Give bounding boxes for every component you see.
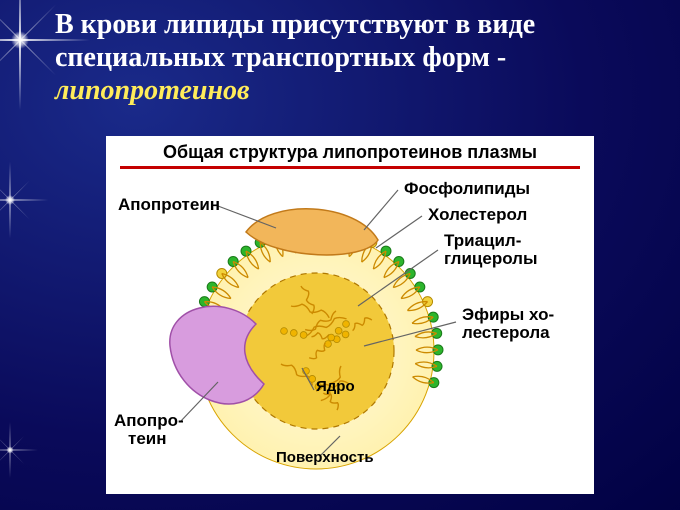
slide-title: В крови липиды присутствуют в виде специ… bbox=[55, 8, 655, 107]
label-triacyl2: глицеролы bbox=[444, 250, 537, 268]
label-phospholipids: Фосфолипиды bbox=[404, 180, 530, 198]
label-apoprotein-bot1: Апопро- bbox=[114, 412, 184, 430]
label-esters1: Эфиры хо- bbox=[462, 306, 554, 324]
label-core: Ядро bbox=[316, 379, 355, 395]
label-surface: Поверхность bbox=[276, 450, 374, 466]
title-line1: В крови липиды присутствуют в виде bbox=[55, 9, 535, 40]
diagram-panel: Общая структура липопротеинов плазмы Апо… bbox=[106, 136, 594, 494]
title-highlight: липопротеинов bbox=[55, 75, 250, 106]
label-apoprotein-top: Апопротеин bbox=[118, 196, 220, 214]
label-triacyl1: Триацил- bbox=[444, 232, 521, 250]
label-apoprotein-bot2: теин bbox=[128, 430, 167, 448]
label-esters2: лестерола bbox=[462, 324, 550, 342]
label-cholesterol: Холестерол bbox=[428, 206, 527, 224]
title-line2: специальных транспортных форм - bbox=[55, 42, 506, 73]
